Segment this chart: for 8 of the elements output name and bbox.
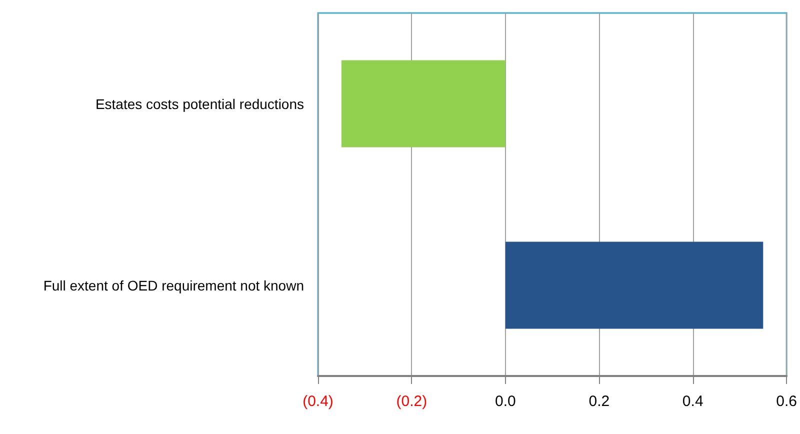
x-tick-label: 0.0 [495, 393, 516, 410]
x-tick-label: 0.4 [682, 393, 704, 410]
x-tick-label: 0.6 [776, 393, 798, 410]
x-tick-label: (0.2) [396, 393, 428, 410]
x-tick-label: (0.4) [302, 393, 334, 410]
x-tick-label: 0.2 [588, 393, 610, 410]
y-tick-label: Full extent of OED requirement not known [43, 277, 304, 294]
y-tick-label: Estates costs potential reductions [95, 96, 304, 112]
